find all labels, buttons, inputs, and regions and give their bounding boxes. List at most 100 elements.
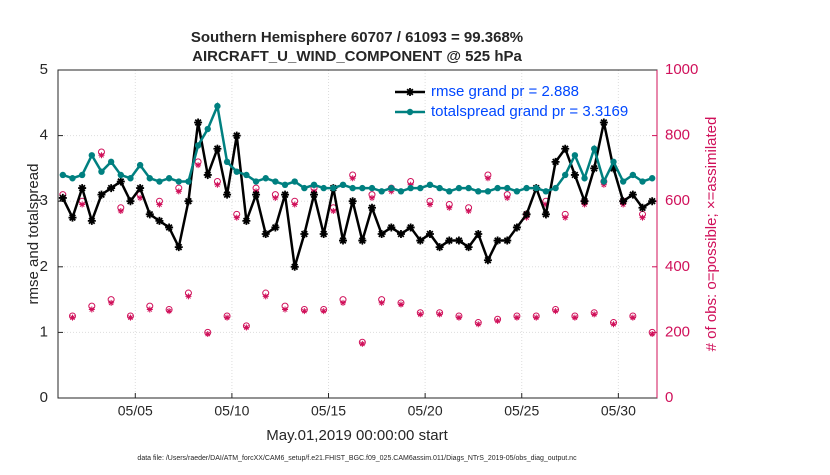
obs-assimilated xyxy=(224,314,231,321)
y2-tick-label: 0 xyxy=(665,389,673,406)
series-marker xyxy=(628,190,637,199)
obs-assimilated xyxy=(88,306,95,313)
series-marker xyxy=(117,171,124,179)
obs-assimilated xyxy=(533,314,540,321)
obs-assimilated xyxy=(484,175,491,182)
series-marker xyxy=(136,184,145,193)
series-marker xyxy=(503,236,512,245)
series-marker xyxy=(185,178,192,185)
series-marker xyxy=(542,188,550,195)
y-tick-label: 0 xyxy=(40,389,48,406)
y-tick-label: 3 xyxy=(40,192,48,209)
y2-tick-label: 1000 xyxy=(665,61,698,78)
series-marker xyxy=(261,230,270,238)
obs-assimilated xyxy=(320,308,327,315)
obs-assimilated xyxy=(282,306,289,313)
series-marker xyxy=(610,158,617,166)
obs-assimilated xyxy=(562,214,569,221)
series-marker xyxy=(252,190,261,199)
x-tick-label: 05/25 xyxy=(504,403,539,419)
obs-assimilated xyxy=(166,308,173,315)
obs-assimilated xyxy=(407,181,414,188)
series-marker xyxy=(78,171,86,179)
series-marker xyxy=(59,171,67,179)
series-marker xyxy=(483,256,492,265)
series-marker xyxy=(435,243,444,252)
series-marker xyxy=(194,118,203,127)
plot-area xyxy=(58,70,657,398)
y2-tick-label: 800 xyxy=(665,127,690,144)
series-marker xyxy=(359,184,366,192)
series-marker xyxy=(475,188,482,195)
series-marker xyxy=(367,203,376,212)
obs-assimilated xyxy=(542,201,549,208)
series-marker xyxy=(98,168,105,175)
y2-tick-label: 200 xyxy=(665,323,690,340)
series-marker xyxy=(590,164,599,173)
series-marker xyxy=(262,175,269,182)
series-marker xyxy=(561,144,570,153)
series-marker xyxy=(417,184,424,192)
obs-assimilated xyxy=(600,181,607,188)
y-tick-label: 4 xyxy=(40,127,48,144)
series-marker xyxy=(330,184,337,192)
series-marker xyxy=(194,142,202,149)
x-tick-label: 05/20 xyxy=(408,403,443,419)
obs-assimilated xyxy=(417,311,424,318)
series-marker xyxy=(252,178,260,185)
series-marker xyxy=(619,178,627,185)
obs-assimilated xyxy=(475,321,482,328)
series-marker xyxy=(87,216,96,225)
series-marker xyxy=(377,230,386,238)
series-marker xyxy=(416,236,425,245)
y-tick-label: 1 xyxy=(40,323,48,340)
series-marker xyxy=(609,164,618,173)
legend-label: totalspread grand pr = 3.3169 xyxy=(431,103,628,120)
obs-assimilated xyxy=(185,293,192,300)
obs-assimilated xyxy=(426,201,433,208)
x-tick-label: 05/30 xyxy=(601,403,636,419)
obs-assimilated xyxy=(127,314,134,321)
series-marker xyxy=(581,175,588,182)
obs-assimilated xyxy=(465,208,472,215)
series-marker xyxy=(562,171,569,179)
series-marker xyxy=(290,262,299,271)
series-marker xyxy=(426,181,434,188)
series-marker xyxy=(184,197,193,206)
series-marker xyxy=(387,223,396,232)
series-marker xyxy=(541,210,550,219)
series-marker xyxy=(174,243,183,252)
series-marker xyxy=(349,184,356,192)
series-marker xyxy=(406,223,415,232)
series-marker xyxy=(136,161,144,169)
series-marker xyxy=(214,102,221,110)
series-marker xyxy=(281,181,289,188)
series-marker xyxy=(155,216,164,225)
chart-subtitle: AIRCRAFT_U_WIND_COMPONENT @ 525 hPa xyxy=(192,48,522,65)
series-marker xyxy=(638,203,647,212)
series-marker xyxy=(223,190,232,199)
series-marker xyxy=(97,190,106,199)
series-marker xyxy=(146,175,153,182)
legend-label: rmse grand pr = 2.888 xyxy=(431,83,579,100)
series-marker xyxy=(397,188,405,195)
series-marker xyxy=(271,223,280,232)
obs-assimilated xyxy=(571,314,578,321)
series-marker xyxy=(320,184,327,192)
series-marker xyxy=(233,168,240,175)
obs-assimilated xyxy=(397,301,404,308)
obs-assimilated xyxy=(262,293,269,300)
series-marker xyxy=(301,184,308,192)
y2-tick-label: 600 xyxy=(665,192,690,209)
obs-assimilated xyxy=(175,188,182,195)
series-marker xyxy=(243,171,250,179)
series-marker xyxy=(523,184,530,192)
series-marker xyxy=(319,230,328,238)
obs-assimilated xyxy=(98,152,105,159)
series-marker xyxy=(69,175,76,182)
obs-assimilated xyxy=(359,340,366,347)
footnote: data file: /Users/raeder/DAI/ATM_forcXX/… xyxy=(137,455,577,462)
y-tick-label: 5 xyxy=(40,61,48,78)
series-marker xyxy=(629,171,637,179)
y2-axis-label: # of obs: o=possible; ×=assimilated xyxy=(703,117,720,352)
